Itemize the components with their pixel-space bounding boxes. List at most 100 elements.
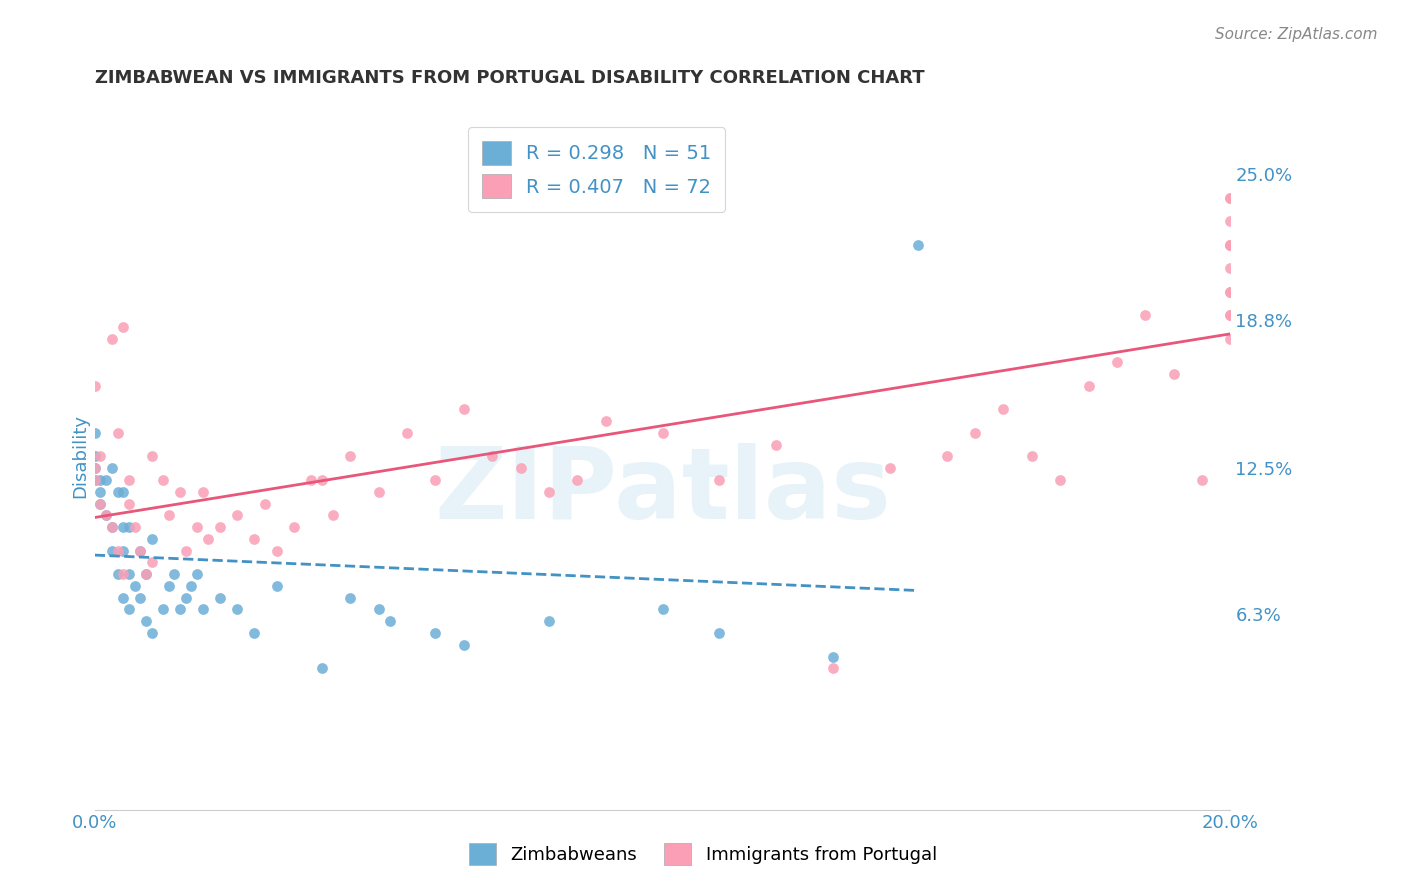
Point	[1219, 308, 1241, 322]
Y-axis label: Disability: Disability	[72, 415, 89, 499]
Point	[538, 484, 561, 499]
Point	[266, 543, 288, 558]
Point	[118, 496, 141, 510]
Point	[107, 567, 129, 582]
Point	[83, 461, 105, 475]
Point	[163, 567, 186, 582]
Point	[1191, 473, 1213, 487]
Point	[208, 591, 231, 605]
Point	[191, 484, 214, 499]
Point	[1219, 332, 1241, 346]
Legend: R = 0.298   N = 51, R = 0.407   N = 72: R = 0.298 N = 51, R = 0.407 N = 72	[468, 128, 725, 211]
Point	[169, 602, 191, 616]
Point	[101, 543, 124, 558]
Point	[107, 543, 129, 558]
Point	[595, 414, 617, 428]
Point	[1219, 237, 1241, 252]
Point	[169, 484, 191, 499]
Point	[1021, 450, 1043, 464]
Point	[118, 473, 141, 487]
Point	[135, 614, 157, 628]
Point	[83, 425, 105, 440]
Point	[1135, 308, 1157, 322]
Point	[907, 237, 929, 252]
Point	[367, 602, 389, 616]
Point	[266, 579, 288, 593]
Point	[993, 402, 1015, 417]
Point	[186, 520, 208, 534]
Point	[1219, 237, 1241, 252]
Point	[963, 425, 986, 440]
Point	[396, 425, 419, 440]
Point	[157, 579, 180, 593]
Point	[89, 496, 111, 510]
Point	[94, 508, 117, 523]
Point	[322, 508, 344, 523]
Point	[1219, 261, 1241, 276]
Point	[118, 567, 141, 582]
Point	[152, 602, 174, 616]
Point	[174, 543, 197, 558]
Point	[191, 602, 214, 616]
Text: ZIMBABWEAN VS IMMIGRANTS FROM PORTUGAL DISABILITY CORRELATION CHART: ZIMBABWEAN VS IMMIGRANTS FROM PORTUGAL D…	[94, 69, 924, 87]
Point	[135, 567, 157, 582]
Point	[83, 473, 105, 487]
Point	[89, 450, 111, 464]
Point	[378, 614, 401, 628]
Point	[821, 661, 844, 675]
Point	[112, 320, 135, 334]
Point	[225, 508, 247, 523]
Point	[1219, 285, 1241, 299]
Point	[174, 591, 197, 605]
Point	[141, 532, 163, 546]
Point	[141, 626, 163, 640]
Point	[879, 461, 901, 475]
Point	[935, 450, 957, 464]
Point	[101, 332, 124, 346]
Point	[101, 461, 124, 475]
Point	[101, 520, 124, 534]
Point	[107, 425, 129, 440]
Point	[821, 649, 844, 664]
Point	[1219, 237, 1241, 252]
Point	[339, 450, 361, 464]
Point	[112, 591, 135, 605]
Point	[112, 484, 135, 499]
Point	[453, 638, 475, 652]
Point	[89, 496, 111, 510]
Point	[112, 567, 135, 582]
Point	[83, 473, 105, 487]
Point	[118, 602, 141, 616]
Point	[243, 532, 266, 546]
Point	[83, 450, 105, 464]
Point	[94, 473, 117, 487]
Point	[225, 602, 247, 616]
Point	[124, 579, 146, 593]
Point	[567, 473, 589, 487]
Point	[651, 602, 673, 616]
Point	[112, 543, 135, 558]
Legend: Zimbabweans, Immigrants from Portugal: Zimbabweans, Immigrants from Portugal	[460, 834, 946, 874]
Point	[180, 579, 202, 593]
Point	[481, 450, 503, 464]
Point	[94, 508, 117, 523]
Point	[83, 379, 105, 393]
Point	[311, 473, 333, 487]
Point	[367, 484, 389, 499]
Point	[509, 461, 531, 475]
Point	[89, 484, 111, 499]
Point	[1219, 214, 1241, 228]
Point	[129, 543, 152, 558]
Point	[152, 473, 174, 487]
Point	[1219, 308, 1241, 322]
Text: ZIPatlas: ZIPatlas	[434, 443, 891, 541]
Point	[197, 532, 219, 546]
Point	[107, 484, 129, 499]
Point	[339, 591, 361, 605]
Point	[101, 520, 124, 534]
Point	[129, 591, 152, 605]
Point	[186, 567, 208, 582]
Text: Source: ZipAtlas.com: Source: ZipAtlas.com	[1215, 27, 1378, 42]
Point	[124, 520, 146, 534]
Point	[1077, 379, 1099, 393]
